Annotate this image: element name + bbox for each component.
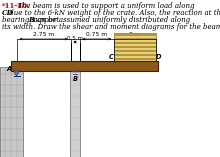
Text: 0.5 m: 0.5 m [67,35,83,41]
Text: The beam is used to support a uniform load along: The beam is used to support a uniform lo… [15,2,194,10]
Text: D: D [156,54,162,60]
Text: B: B [28,16,34,24]
Text: B: B [73,76,78,82]
Text: C: C [108,54,114,60]
Text: A: A [7,66,12,72]
Text: 0.75 m: 0.75 m [86,32,108,38]
Polygon shape [13,71,20,76]
Bar [70,71,80,157]
Text: its width. Draw the shear and moment diagrams for the beam.: its width. Draw the shear and moment dia… [2,23,220,31]
Text: *11-40.: *11-40. [2,2,30,10]
Text: CD: CD [2,9,13,17]
Text: due to the 6-kN weight of the crate. Also, the reaction at the: due to the 6-kN weight of the crate. Als… [7,9,220,17]
Text: 2.75 m: 2.75 m [33,32,54,38]
Bar [0,67,22,157]
Text: can be assumed uniformly distributed along: can be assumed uniformly distributed alo… [31,16,190,24]
Text: 2 m: 2 m [129,32,141,38]
Text: bearing support: bearing support [2,16,61,24]
Bar [114,33,156,61]
Bar [11,61,158,71]
